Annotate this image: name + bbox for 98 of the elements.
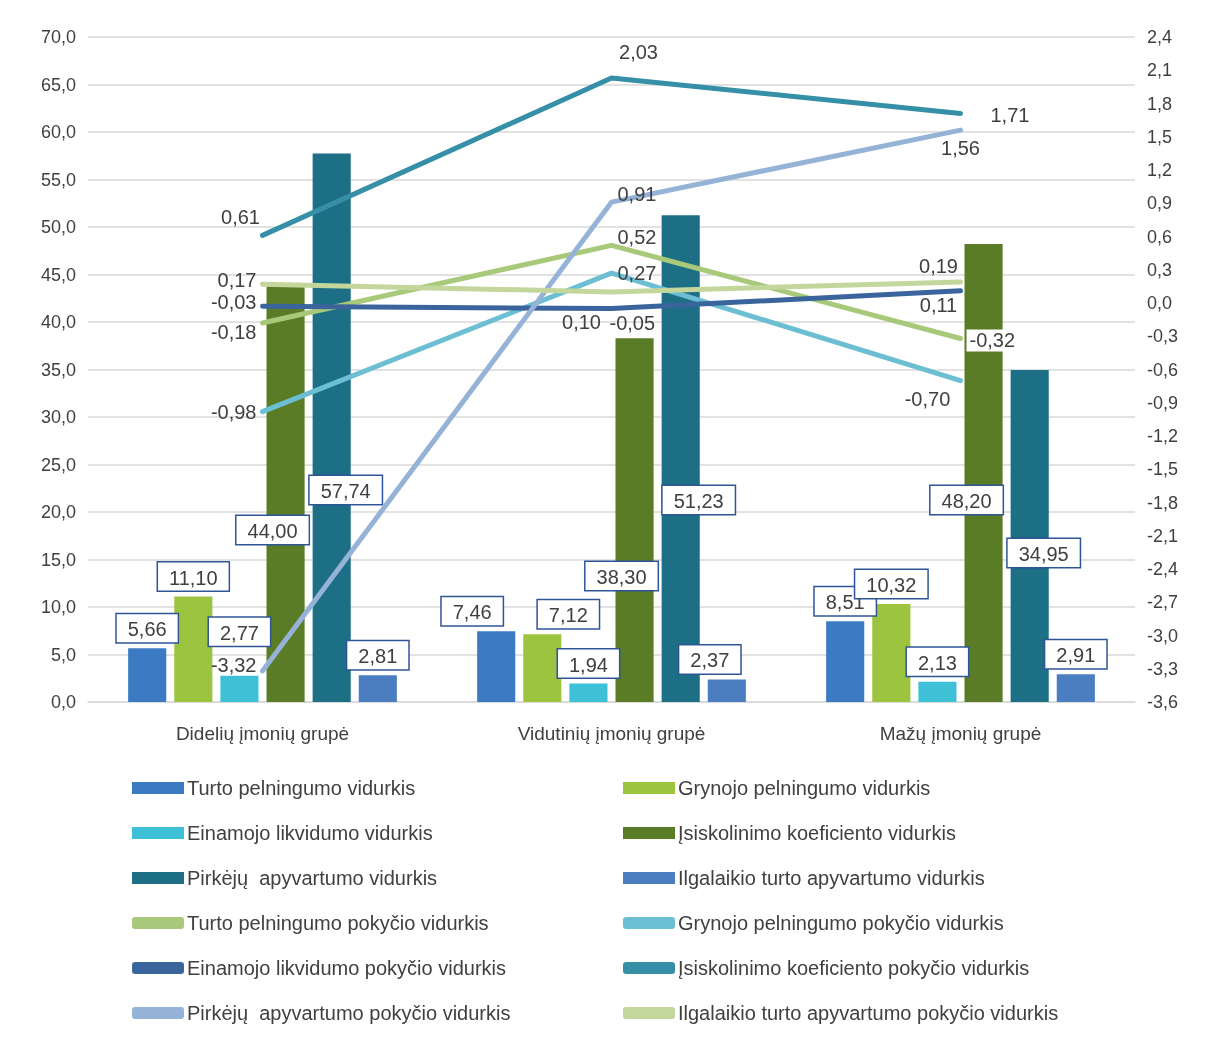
- y-tick-label: 5,0: [50, 644, 76, 665]
- y-tick-label: 70,0: [40, 27, 76, 47]
- y2-tick-label: 0,3: [1147, 259, 1173, 280]
- data-label: 7,12: [548, 604, 588, 627]
- data-label: 10,32: [866, 573, 917, 596]
- bar: [220, 675, 259, 702]
- legend-label: Grynojo pelningumo vidurkis: [678, 777, 931, 799]
- legend-label: Ilgalaikio turto apyvartumo vidurkis: [678, 867, 985, 889]
- data-label: -0,05: [609, 311, 656, 334]
- data-label: 48,20: [941, 490, 992, 512]
- y-tick-label: 55,0: [40, 169, 76, 190]
- data-label: 1,94: [568, 653, 608, 676]
- legend-label: Įsiskolinimo koeficiento pokyčio vidurkis: [678, 957, 1030, 979]
- legend-label: Įsiskolinimo koeficiento vidurkis: [678, 822, 956, 844]
- data-label: 57,74: [320, 480, 371, 502]
- y-tick-label: 10,0: [40, 597, 76, 617]
- legend-label: Turto pelningumo vidurkis: [187, 777, 416, 799]
- data-label: 2,03: [619, 41, 658, 64]
- data-label: 34,95: [1018, 543, 1069, 565]
- data-label: 51,23: [673, 490, 724, 512]
- y2-tick-label: 1,2: [1147, 160, 1173, 180]
- bar: [477, 631, 516, 702]
- y2-tick-label: -0,9: [1147, 392, 1179, 413]
- data-label: 11,10: [169, 566, 218, 589]
- data-label: -0,70: [904, 387, 951, 410]
- y2-tick-label: 1,8: [1147, 93, 1173, 114]
- data-label: 2,81: [358, 645, 398, 668]
- data-label: -0,03: [210, 291, 257, 314]
- data-label: 1,56: [941, 137, 980, 160]
- x-tick-label: Vidutinių įmonių grupė: [517, 723, 706, 744]
- y2-tick-label: 2,4: [1147, 27, 1173, 47]
- data-label: 1,71: [990, 104, 1030, 127]
- bar: [826, 621, 865, 702]
- data-label: 7,46: [452, 601, 492, 624]
- y-tick-label: 45,0: [40, 264, 76, 285]
- data-label: -3,32: [210, 653, 257, 676]
- y-tick-label: 20,0: [40, 502, 76, 522]
- bar: [358, 675, 397, 702]
- y2-tick-label: -0,3: [1147, 326, 1179, 347]
- bar: [1056, 674, 1095, 702]
- data-label: 38,30: [596, 566, 647, 588]
- y-tick-label: 25,0: [40, 454, 76, 475]
- data-label: 2,37: [690, 649, 730, 672]
- data-label: 0,11: [919, 293, 958, 316]
- data-label: 44,00: [247, 520, 298, 542]
- data-label: 2,91: [1056, 644, 1096, 667]
- y2-tick-label: -3,6: [1147, 692, 1179, 712]
- y2-tick-label: -2,1: [1147, 525, 1179, 546]
- data-label: -0,18: [210, 320, 257, 343]
- y2-tick-label: -1,2: [1147, 426, 1179, 446]
- data-label: 5,66: [127, 618, 167, 641]
- bar: [128, 648, 167, 702]
- data-label: 0,19: [919, 254, 958, 277]
- y2-tick-label: -3,0: [1147, 625, 1179, 646]
- legend-label: Einamojo likvidumo vidurkis: [187, 822, 433, 844]
- y2-tick-label: -2,4: [1147, 559, 1179, 579]
- legend-label: Pirkėjų apyvartumo pokyčio vidurkis: [187, 1002, 511, 1024]
- bar: [707, 679, 746, 702]
- y-tick-label: 15,0: [40, 549, 76, 570]
- y2-tick-label: 0,9: [1147, 193, 1173, 214]
- data-label: 0,27: [617, 262, 657, 285]
- y2-tick-label: 0,6: [1147, 226, 1173, 247]
- bar: [872, 603, 911, 702]
- y-tick-label: 60,0: [40, 122, 76, 142]
- y-tick-label: 30,0: [40, 407, 76, 427]
- legend-label: Ilgalaikio turto apyvartumo pokyčio vidurkis: [678, 1002, 1059, 1024]
- data-label: -0,98: [210, 400, 257, 423]
- data-label: 0,17: [217, 269, 257, 292]
- data-label: 2,77: [219, 621, 259, 644]
- x-tick-label: Mažų įmonių grupė: [879, 723, 1042, 744]
- legend-label: Grynojo pelningumo pokyčio vidurkis: [678, 912, 1004, 934]
- data-label: 0,52: [617, 226, 657, 249]
- data-label: 0,10: [562, 310, 601, 333]
- legend-label: Pirkėjų apyvartumo vidurkis: [187, 867, 438, 889]
- y-tick-label: 50,0: [40, 217, 76, 237]
- data-label: 0,61: [221, 206, 260, 229]
- data-label: 0,91: [617, 183, 657, 206]
- y2-tick-label: -3,3: [1147, 658, 1179, 679]
- y-tick-label: 40,0: [40, 312, 76, 332]
- y2-tick-label: 2,1: [1147, 60, 1173, 81]
- data-label: 2,13: [917, 651, 957, 674]
- y2-tick-label: 1,5: [1147, 126, 1173, 147]
- y-tick-label: 35,0: [40, 359, 76, 380]
- data-label: -0,32: [969, 329, 1016, 352]
- y2-tick-label: 0,0: [1147, 293, 1173, 313]
- y2-tick-label: -0,6: [1147, 359, 1179, 380]
- bar: [174, 596, 213, 702]
- legend-label: Turto pelningumo pokyčio vidurkis: [187, 912, 489, 934]
- y2-tick-label: -1,5: [1147, 459, 1179, 480]
- x-tick-label: Didelių įmonių grupė: [175, 723, 350, 744]
- y-tick-label: 65,0: [40, 74, 76, 95]
- bar: [569, 683, 608, 702]
- y2-tick-label: -1,8: [1147, 492, 1179, 513]
- legend-label: Einamojo likvidumo pokyčio vidurkis: [187, 957, 507, 979]
- y-tick-label: 0,0: [50, 692, 76, 712]
- y2-tick-label: -2,7: [1147, 592, 1179, 613]
- bar: [523, 634, 562, 702]
- bar: [918, 681, 957, 702]
